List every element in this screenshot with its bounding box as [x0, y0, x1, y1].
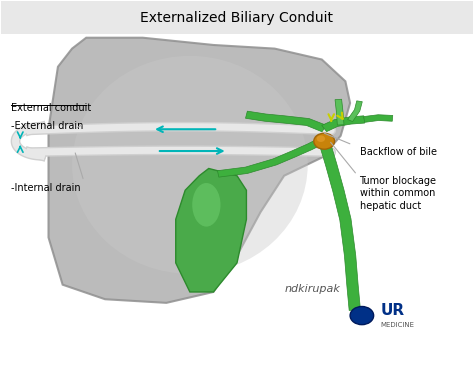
- Polygon shape: [218, 137, 327, 177]
- Polygon shape: [246, 111, 326, 132]
- Polygon shape: [319, 140, 360, 310]
- Text: Externalized Biliary Conduit: Externalized Biliary Conduit: [140, 11, 334, 25]
- Ellipse shape: [72, 56, 308, 274]
- Polygon shape: [176, 168, 246, 292]
- Text: External conduit: External conduit: [11, 103, 91, 113]
- Polygon shape: [335, 99, 344, 125]
- Text: UR: UR: [381, 303, 405, 318]
- Text: ndkirupak: ndkirupak: [284, 284, 340, 294]
- Ellipse shape: [192, 183, 220, 227]
- Circle shape: [314, 133, 335, 149]
- Text: -External drain: -External drain: [11, 121, 83, 131]
- Text: MEDICINE: MEDICINE: [381, 322, 415, 328]
- Text: -Internal drain: -Internal drain: [11, 183, 81, 193]
- Polygon shape: [322, 116, 365, 132]
- Circle shape: [350, 306, 374, 325]
- Polygon shape: [364, 115, 393, 122]
- Polygon shape: [48, 38, 350, 303]
- Text: Tumor blockage
within common
hepatic duct: Tumor blockage within common hepatic duc…: [359, 176, 437, 210]
- Circle shape: [317, 135, 325, 142]
- Polygon shape: [347, 101, 362, 122]
- Text: Backflow of bile: Backflow of bile: [359, 147, 437, 157]
- FancyBboxPatch shape: [1, 1, 473, 34]
